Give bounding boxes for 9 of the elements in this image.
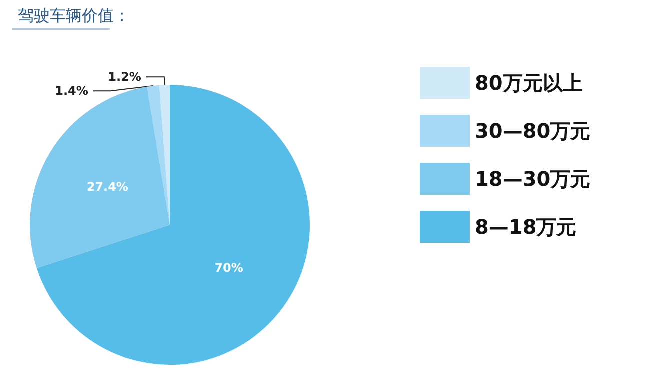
legend-label: 18—30万元 xyxy=(475,167,591,191)
data-label: 70% xyxy=(214,260,244,275)
data-label: 1.2% xyxy=(108,70,142,84)
legend-label: 8—18万元 xyxy=(475,215,577,239)
legend-label: 80万元以上 xyxy=(475,71,583,95)
data-label: 1.4% xyxy=(55,84,88,98)
legend-label: 30—80万元 xyxy=(475,119,591,143)
data-label: 27.4% xyxy=(86,180,128,194)
chart-title: 驾驶车辆价值： xyxy=(17,6,131,27)
